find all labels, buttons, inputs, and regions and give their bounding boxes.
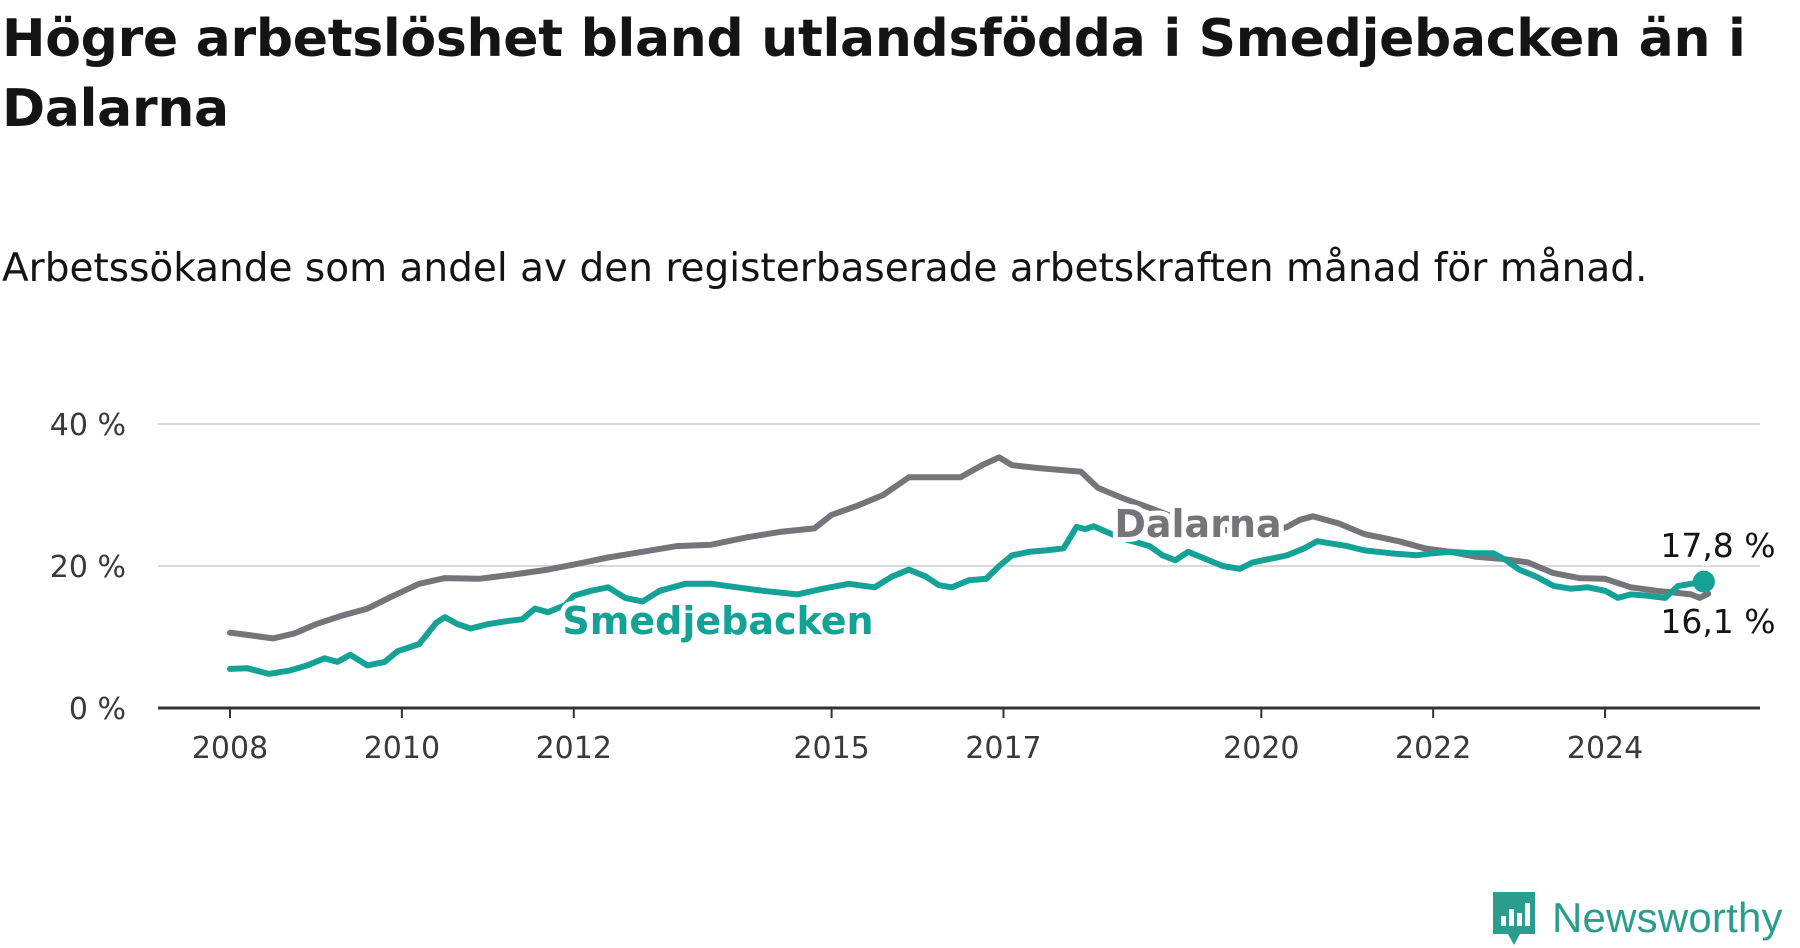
x-tick-label: 2015 — [793, 731, 869, 760]
x-tick-label: 2008 — [192, 731, 268, 760]
series-label-smedjebacken: Smedjebacken — [562, 599, 873, 643]
smedjebacken-end-value-label: 17,8 % — [1660, 526, 1775, 565]
y-tick-label: 40 % — [50, 408, 126, 443]
series-label-dalarna: Dalarna — [1114, 502, 1281, 546]
line-chart: 2008 2010 2012 2015 2017 2020 2022 2024 0 % 20 %… — [50, 408, 1781, 760]
x-tick-label: 2010 — [364, 731, 440, 760]
x-tick-label: 2024 — [1567, 731, 1643, 760]
series-line-smedjebacken — [227, 523, 1707, 677]
chart-subtitle: Arbetssökande som andel av den registerb… — [2, 246, 1648, 291]
x-tick-label: 2022 — [1395, 731, 1471, 760]
chart-title: Högre arbetslöshet bland utlandsfödda i … — [2, 9, 1746, 139]
x-tick-label: 2017 — [965, 731, 1041, 760]
newsworthy-logo-icon — [1493, 892, 1535, 945]
newsworthy-logo-text: Newsworthy — [1552, 894, 1783, 941]
y-tick-label: 0 % — [69, 692, 126, 727]
x-tick-label: 2020 — [1223, 731, 1299, 760]
newsworthy-logo[interactable]: Newsworthy — [1490, 888, 1783, 948]
dalarna-end-value-label: 16,1 % — [1660, 602, 1775, 641]
x-tick-label: 2012 — [536, 731, 612, 760]
smedjebacken-end-marker — [1692, 570, 1715, 593]
y-tick-label: 20 % — [50, 550, 126, 585]
series-line-dalarna — [227, 454, 1712, 642]
